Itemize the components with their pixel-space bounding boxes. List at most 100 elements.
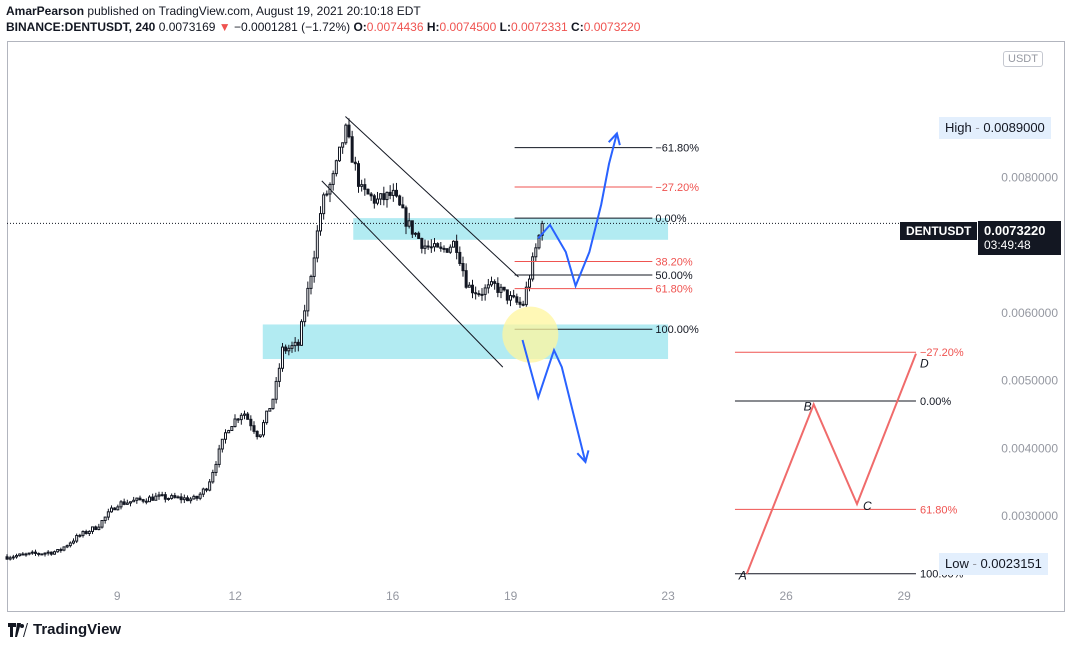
bullish-candle — [306, 287, 310, 312]
bearish-candle — [59, 549, 63, 552]
bearish-candle — [420, 237, 424, 249]
harmonic-point-label: B — [804, 399, 812, 413]
close-label: C: — [571, 20, 584, 34]
bearish-candle — [404, 207, 408, 227]
bullish-candle — [8, 557, 12, 560]
bearish-candle — [284, 346, 288, 352]
harmonic-fib-label: −27.20% — [920, 347, 964, 359]
bar-countdown: 03:49:48 — [984, 238, 1031, 252]
high-label: H: — [426, 20, 440, 34]
channel-line — [321, 180, 504, 368]
low-marker-value: 0.0023151 — [980, 556, 1042, 571]
bearish-candle — [442, 247, 446, 250]
bearish-candle — [372, 195, 376, 204]
bullish-candle — [100, 519, 104, 528]
bullish-candle — [227, 429, 231, 434]
bullish-candle — [344, 124, 348, 144]
channel-line — [345, 116, 519, 278]
chart-frame — [7, 41, 1065, 612]
bullish-candle — [75, 535, 79, 542]
bearish-candle — [436, 243, 440, 248]
bullish-candle — [534, 247, 538, 258]
bearish-candle — [252, 425, 256, 432]
bearish-candle — [493, 281, 497, 284]
bullish-candle — [360, 184, 364, 187]
bearish-candle — [122, 501, 126, 505]
bearish-candle — [369, 193, 373, 197]
bullish-candle — [287, 347, 291, 352]
bearish-candle — [94, 526, 98, 531]
bearish-candle — [84, 531, 88, 534]
x-tick-label: 26 — [779, 589, 793, 603]
bearish-candle — [474, 292, 478, 295]
projection-up-path — [537, 133, 618, 289]
bullish-candle — [147, 496, 151, 503]
fib-level-label: 100.00% — [655, 324, 699, 336]
bullish-candle — [87, 530, 91, 534]
bullish-candle — [40, 553, 44, 556]
bearish-candle — [356, 163, 360, 187]
projection-up-arrow-icon — [607, 131, 621, 146]
y-tick-label: 0.0030000 — [1001, 509, 1058, 523]
bullish-candle — [90, 526, 94, 532]
price-change: −0.0001281 (−1.72%) — [234, 20, 351, 34]
bullish-candle — [527, 278, 531, 288]
symbol-label: BINANCE:DENTUSDT, 240 — [6, 20, 156, 34]
current-price-tag: 0.0073220 03:49:48 — [978, 221, 1061, 255]
bullish-candle — [125, 502, 129, 505]
bullish-candle — [379, 193, 383, 200]
bullish-candle — [176, 496, 180, 499]
high-marker: High - 0.0089000 — [939, 117, 1051, 139]
bullish-candle — [341, 142, 345, 148]
fib-level-label: −61.80% — [655, 143, 699, 155]
bullish-candle — [322, 194, 326, 215]
bearish-candle — [138, 497, 142, 501]
bullish-candle — [106, 511, 110, 518]
bullish-candle — [537, 234, 541, 249]
fib-level-label: 0.00% — [655, 213, 686, 225]
bullish-candle — [217, 448, 221, 465]
bullish-candle — [277, 367, 281, 382]
x-tick-label: 9 — [114, 589, 121, 603]
bearish-candle — [185, 497, 189, 502]
bearish-candle — [204, 488, 208, 491]
bullish-candle — [43, 552, 47, 555]
x-tick-label: 29 — [897, 589, 911, 603]
bearish-candle — [236, 418, 240, 421]
bullish-candle — [192, 495, 196, 500]
fib-level-label: −27.20% — [655, 182, 699, 194]
bearish-candle — [502, 286, 506, 291]
y-tick-label: 0.0050000 — [1001, 374, 1058, 388]
bearish-candle — [363, 184, 367, 190]
bearish-candle — [426, 245, 430, 248]
bearish-candle — [347, 124, 351, 138]
bullish-candle — [68, 542, 72, 547]
bullish-candle — [448, 246, 452, 253]
bullish-candle — [71, 540, 75, 544]
bullish-candle — [375, 198, 379, 204]
tradingview-brand[interactable]: TradingView — [8, 621, 121, 638]
bullish-candle — [128, 501, 132, 504]
fib-level-label: 50.00% — [655, 270, 693, 282]
bullish-candle — [265, 410, 269, 424]
bearish-candle — [439, 246, 443, 249]
bearish-candle — [461, 263, 465, 272]
bullish-candle — [312, 257, 316, 277]
bullish-candle — [242, 413, 246, 416]
bullish-candle — [293, 341, 297, 347]
last-price: 0.0073169 — [158, 20, 216, 34]
currency-button[interactable]: USDT — [1003, 51, 1043, 67]
bullish-candle — [483, 287, 487, 295]
author-name[interactable]: AmarPearson — [6, 4, 85, 18]
bullish-candle — [261, 422, 265, 436]
high-value: 0.0074500 — [439, 20, 497, 34]
bullish-candle — [233, 418, 237, 428]
bullish-candle — [14, 555, 18, 558]
bullish-candle — [315, 230, 319, 259]
harmonic-pattern-path — [745, 353, 917, 575]
bearish-candle — [429, 246, 433, 249]
high-marker-label: High — [945, 120, 972, 135]
bearish-candle — [410, 220, 414, 235]
bearish-candle — [366, 188, 370, 195]
